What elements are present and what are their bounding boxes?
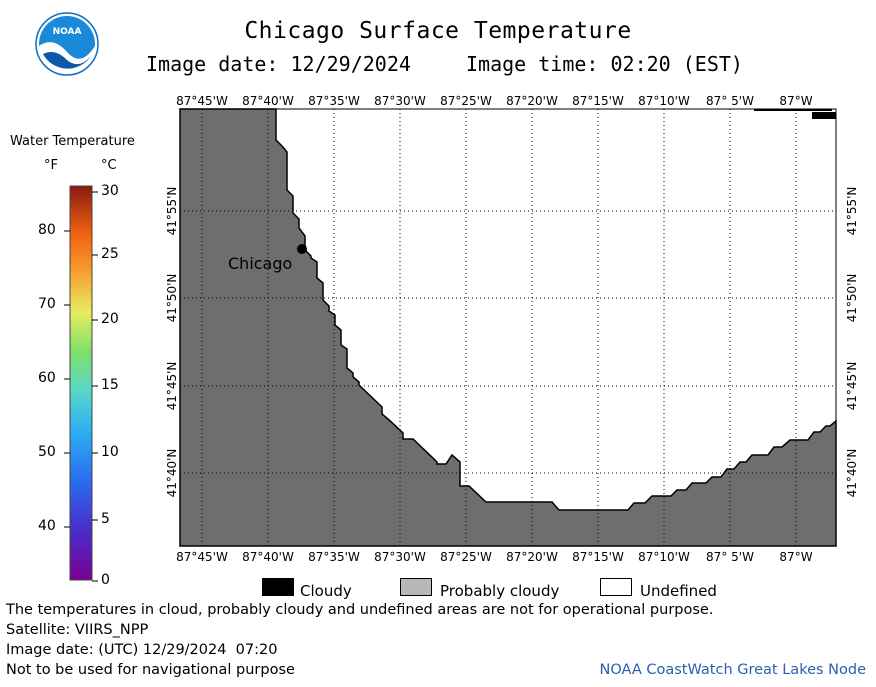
lon-label-top: 87°35'W [308,94,360,108]
colorbar-c-label: 30 [101,183,119,199]
unit-celsius: °C [101,158,117,173]
cloudy-patch [812,112,836,119]
logo-text: NOAA [53,27,82,37]
lon-label-top: 87°W [779,94,812,108]
chicago-marker [297,244,307,254]
image-time: Image time: 02:20 (EST) [466,52,743,76]
map: Chicago 87°45'W 87°40'W 87°35'W 87°30'W 87°2… [165,94,859,564]
cloudy-edge [754,109,832,111]
lon-label-bottom: 87°W [779,550,812,564]
key-probably-cloudy-label: Probably cloudy [440,582,560,600]
lon-label-bottom: 87°45'W [176,550,228,564]
lon-label-bottom: 87°30'W [374,550,426,564]
lon-label-top: 87°25'W [440,94,492,108]
lon-label-bottom: 87°10'W [638,550,690,564]
key-cloudy-swatch [262,578,294,596]
lon-label-bottom: 87°15'W [572,550,624,564]
lon-label-top: 87° 5'W [706,94,754,108]
note-utc-date: Image date: (UTC) 12/29/2024 07:20 [6,642,278,658]
colorbar-c-label: 0 [101,572,110,588]
colorbar-f-label: 70 [38,296,56,312]
colorbar-c-label: 25 [101,246,119,262]
note-satellite: Satellite: VIIRS_NPP [6,622,149,638]
colorbar-title: Water Temperature [10,134,135,149]
colorbar [64,185,98,582]
key-undefined-swatch [600,578,632,596]
colorbar-c-label: 15 [101,377,119,393]
page-title: Chicago Surface Temperature [244,18,632,44]
lon-label-top: 87°40'W [242,94,294,108]
lat-label-right: 41°55'N [845,187,859,236]
colorbar-c-label: 5 [101,511,110,527]
colorbar-f-label: 60 [38,370,56,386]
colorbar-c-label: 20 [101,311,119,327]
lon-label-top: 87°15'W [572,94,624,108]
lat-label-right: 41°40'N [845,449,859,498]
lat-label-left: 41°40'N [165,449,179,498]
lon-label-top: 87°10'W [638,94,690,108]
lat-label-right: 41°50'N [845,274,859,323]
lat-label-left: 41°55'N [165,187,179,236]
lon-label-bottom: 87°35'W [308,550,360,564]
note-disclaimer: The temperatures in cloud, probably clou… [6,602,714,618]
colorbar-gradient [69,185,93,581]
lat-label-right: 41°45'N [845,362,859,411]
unit-fahrenheit: °F [44,158,58,173]
lon-label-top: 87°45'W [176,94,228,108]
credit-text: NOAA CoastWatch Great Lakes Node [599,662,866,678]
key-cloudy-label: Cloudy [300,582,352,600]
noaa-logo: NOAA [35,12,99,76]
colorbar-f-label: 80 [38,222,56,238]
graticule [180,109,836,546]
lon-label-bottom: 87°25'W [440,550,492,564]
key-undefined-label: Undefined [640,582,717,600]
lat-label-left: 41°45'N [165,362,179,411]
colorbar-f-label: 50 [38,444,56,460]
lon-label-bottom: 87°40'W [242,550,294,564]
map-frame [179,108,837,547]
lon-label-top: 87°30'W [374,94,426,108]
key-probably-cloudy-swatch [400,578,432,596]
lon-label-bottom: 87° 5'W [706,550,754,564]
colorbar-c-label: 10 [101,444,119,460]
lat-label-left: 41°50'N [165,274,179,323]
land-area [179,108,837,547]
note-navigation: Not to be used for navigational purpose [6,662,295,678]
colorbar-f-label: 40 [38,518,56,534]
lon-label-bottom: 87°20'W [506,550,558,564]
image-date: Image date: 12/29/2024 [146,52,411,76]
lon-label-top: 87°20'W [506,94,558,108]
chicago-label: Chicago [228,254,292,273]
